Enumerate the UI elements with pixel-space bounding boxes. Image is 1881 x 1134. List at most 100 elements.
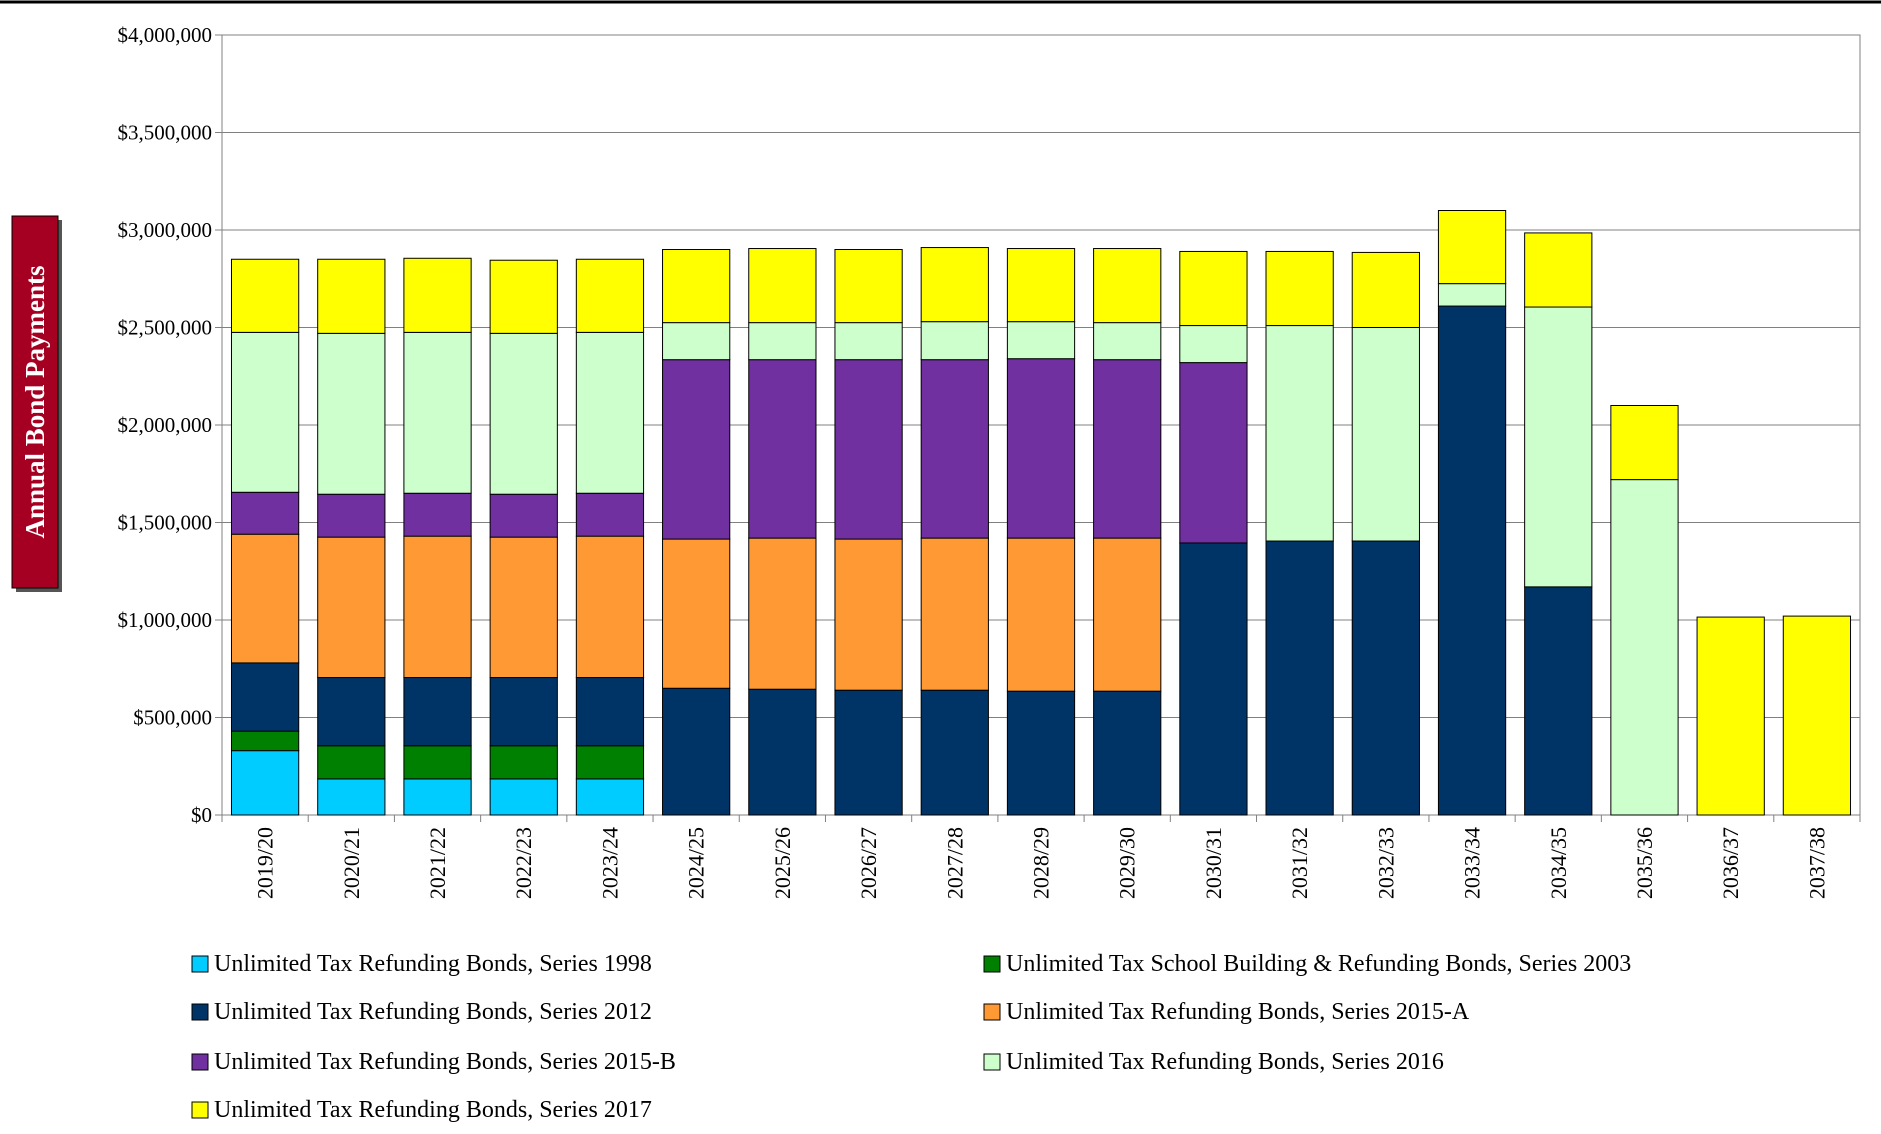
bar-segment (748, 537, 817, 690)
bar-segment (403, 677, 472, 747)
y-tick-label: $0 (191, 803, 212, 827)
bar-segment (1351, 327, 1420, 542)
bar-segment (748, 248, 817, 324)
bar-segment (575, 258, 645, 333)
bar-segment (1006, 358, 1076, 539)
legend-swatch (191, 1053, 209, 1071)
bar-segment (1006, 537, 1076, 692)
x-tick-label: 2027/28 (942, 827, 967, 899)
x-tick-label: 2019/20 (253, 827, 278, 899)
legend-label: Unlimited Tax Refunding Bonds, Series 20… (214, 1049, 676, 1075)
bar-segment (230, 533, 300, 664)
bar-segment (1524, 586, 1593, 816)
bar-segment (230, 331, 300, 493)
bar-segment (403, 745, 472, 780)
x-tick-label: 2035/36 (1632, 827, 1657, 899)
legend-swatch (983, 1003, 1001, 1021)
bar-segment (1179, 325, 1248, 364)
bar-segment (834, 322, 903, 361)
legend-swatch (983, 1053, 1001, 1071)
legend-label: Unlimited Tax Refunding Bonds, Series 19… (214, 951, 652, 977)
bar-segment (1093, 359, 1162, 539)
bar-segment (575, 745, 645, 780)
bar-segment (317, 677, 386, 747)
y-tick-label: $1,500,000 (118, 511, 213, 535)
bar-segment (230, 662, 300, 732)
bar-segment (1093, 248, 1162, 324)
bar-segment (662, 249, 731, 324)
bar-segment (662, 538, 731, 689)
bar-segment (1351, 251, 1420, 328)
y-tick-label: $1,000,000 (118, 608, 213, 632)
x-tick-label: 2023/24 (597, 827, 622, 899)
legend-swatch (191, 1003, 209, 1021)
bar-segment (1179, 250, 1248, 327)
y-tick-label: $3,500,000 (118, 121, 213, 145)
bar-segment (403, 257, 472, 333)
bar-segment (1265, 325, 1334, 542)
bar-segment (920, 359, 989, 539)
x-tick-label: 2026/27 (856, 827, 881, 899)
bar-segment (230, 491, 300, 535)
bar-segment (662, 322, 731, 361)
x-tick-label: 2024/25 (684, 827, 709, 899)
bar-segment (317, 536, 386, 679)
x-tick-label: 2025/26 (770, 827, 795, 899)
x-tick-label: 2020/21 (339, 827, 364, 899)
legend-swatch (191, 955, 209, 973)
bar-segment (1006, 690, 1076, 816)
bar-segment (748, 322, 817, 361)
bar-segment (1179, 542, 1248, 816)
bar-segment (575, 778, 645, 816)
bar-segment (575, 492, 645, 537)
bar-segment (920, 247, 989, 323)
bar-segment (575, 331, 645, 494)
bar-segment (489, 332, 558, 495)
bar-segment (489, 493, 558, 538)
bar-segment (920, 689, 989, 816)
x-tick-label: 2028/29 (1029, 827, 1054, 899)
bar-segment (317, 778, 386, 816)
x-tick-label: 2022/23 (511, 827, 536, 899)
bar-segment (1437, 210, 1507, 285)
bar-segment (1437, 305, 1507, 816)
x-tick-label: 2021/22 (425, 827, 450, 899)
bar-segment (1265, 540, 1334, 816)
y-tick-label: $2,500,000 (118, 316, 213, 340)
bar-segment (1093, 322, 1162, 361)
bar-segment (317, 332, 386, 495)
bar-segment (1437, 283, 1507, 307)
bar-segment (920, 321, 989, 361)
bar-segment (834, 689, 903, 816)
bar-segment (489, 259, 558, 334)
x-tick-label: 2037/38 (1804, 827, 1829, 899)
bar-segment (230, 750, 300, 816)
x-tick-label: 2029/30 (1115, 827, 1140, 899)
bar-segment (489, 745, 558, 780)
x-tick-label: 2031/32 (1287, 827, 1312, 899)
y-tick-label: $4,000,000 (118, 23, 213, 47)
bar-segment (575, 677, 645, 747)
bar-segment (1351, 540, 1420, 816)
bar-segment (662, 687, 731, 816)
bar-segment (748, 688, 817, 816)
bar-segment (1179, 362, 1248, 544)
bar-segment (834, 359, 903, 540)
bar-segment (834, 249, 903, 324)
bar-segment (1006, 321, 1076, 360)
bar-segment (403, 492, 472, 537)
bar-segment (575, 535, 645, 679)
bar-segment (230, 730, 300, 752)
x-tick-label: 2032/33 (1373, 827, 1398, 899)
bar-segment (1265, 250, 1334, 327)
y-tick-label: $500,000 (133, 706, 212, 730)
bar-segment (403, 331, 472, 494)
bar-segment (489, 536, 558, 679)
bar-segment (1093, 537, 1162, 692)
bar-segment (1524, 232, 1593, 308)
bar-segment (1696, 616, 1765, 816)
bar-segment (1093, 690, 1162, 816)
bar-segment (662, 359, 731, 540)
bar-segment (403, 535, 472, 679)
